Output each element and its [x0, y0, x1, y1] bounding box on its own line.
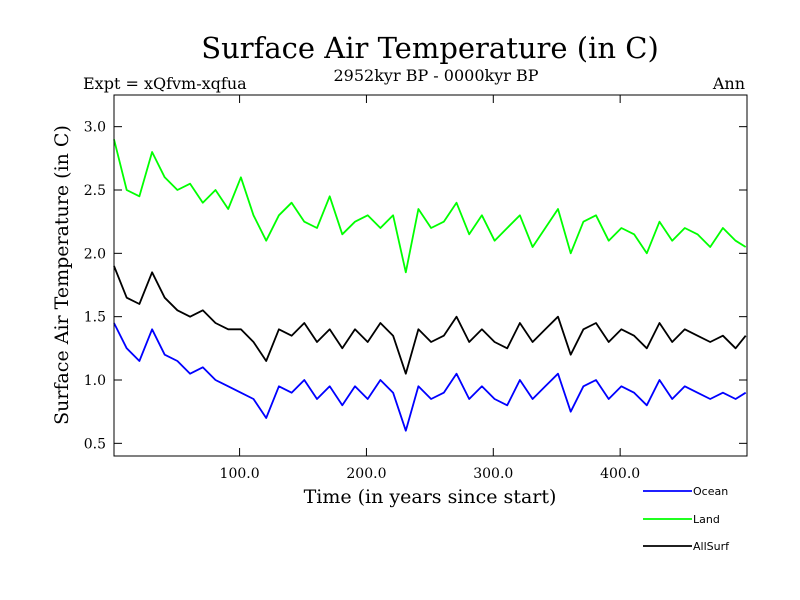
plot-frame	[113, 94, 748, 457]
x-tick-label: 200.0	[346, 466, 386, 482]
y-tick-label: 2.5	[84, 183, 106, 199]
y-tick-label: 2.0	[84, 246, 106, 262]
y-axis-label: Surface Air Temperature (in C)	[51, 125, 73, 425]
chart-title: Surface Air Temperature (in C)	[201, 31, 659, 65]
series-layer	[113, 139, 747, 432]
legend-label-allsurf: AllSurf	[693, 540, 730, 553]
y-tick-label: 1.0	[84, 373, 106, 389]
y-tick-label: 1.5	[84, 310, 106, 326]
x-tick-label: 100.0	[220, 466, 260, 482]
x-tick-label: 400.0	[600, 466, 640, 482]
chart-subtitle: 2952kyr BP - 0000kyr BP	[334, 66, 539, 85]
series-line-ocean	[113, 322, 747, 432]
y-tick-label: 0.5	[84, 436, 106, 452]
series-line-land	[113, 139, 747, 274]
legend-label-ocean: Ocean	[693, 485, 728, 498]
y-tick-label: 3.0	[84, 120, 106, 136]
legend: Ocean Land AllSurf	[643, 485, 730, 553]
x-axis-label: Time (in years since start)	[304, 486, 557, 508]
series-line-allsurf	[113, 265, 747, 375]
legend-label-land: Land	[693, 513, 720, 526]
x-tick-label: 300.0	[473, 466, 513, 482]
axis-ticks: 100.0 200.0 300.0 400.0 0.5 1.0 1.5 2.0 2.5 3.0	[84, 95, 747, 482]
season-annotation: Ann	[712, 74, 745, 93]
expt-annotation: Expt = xQfvm-xqfua	[83, 74, 247, 93]
